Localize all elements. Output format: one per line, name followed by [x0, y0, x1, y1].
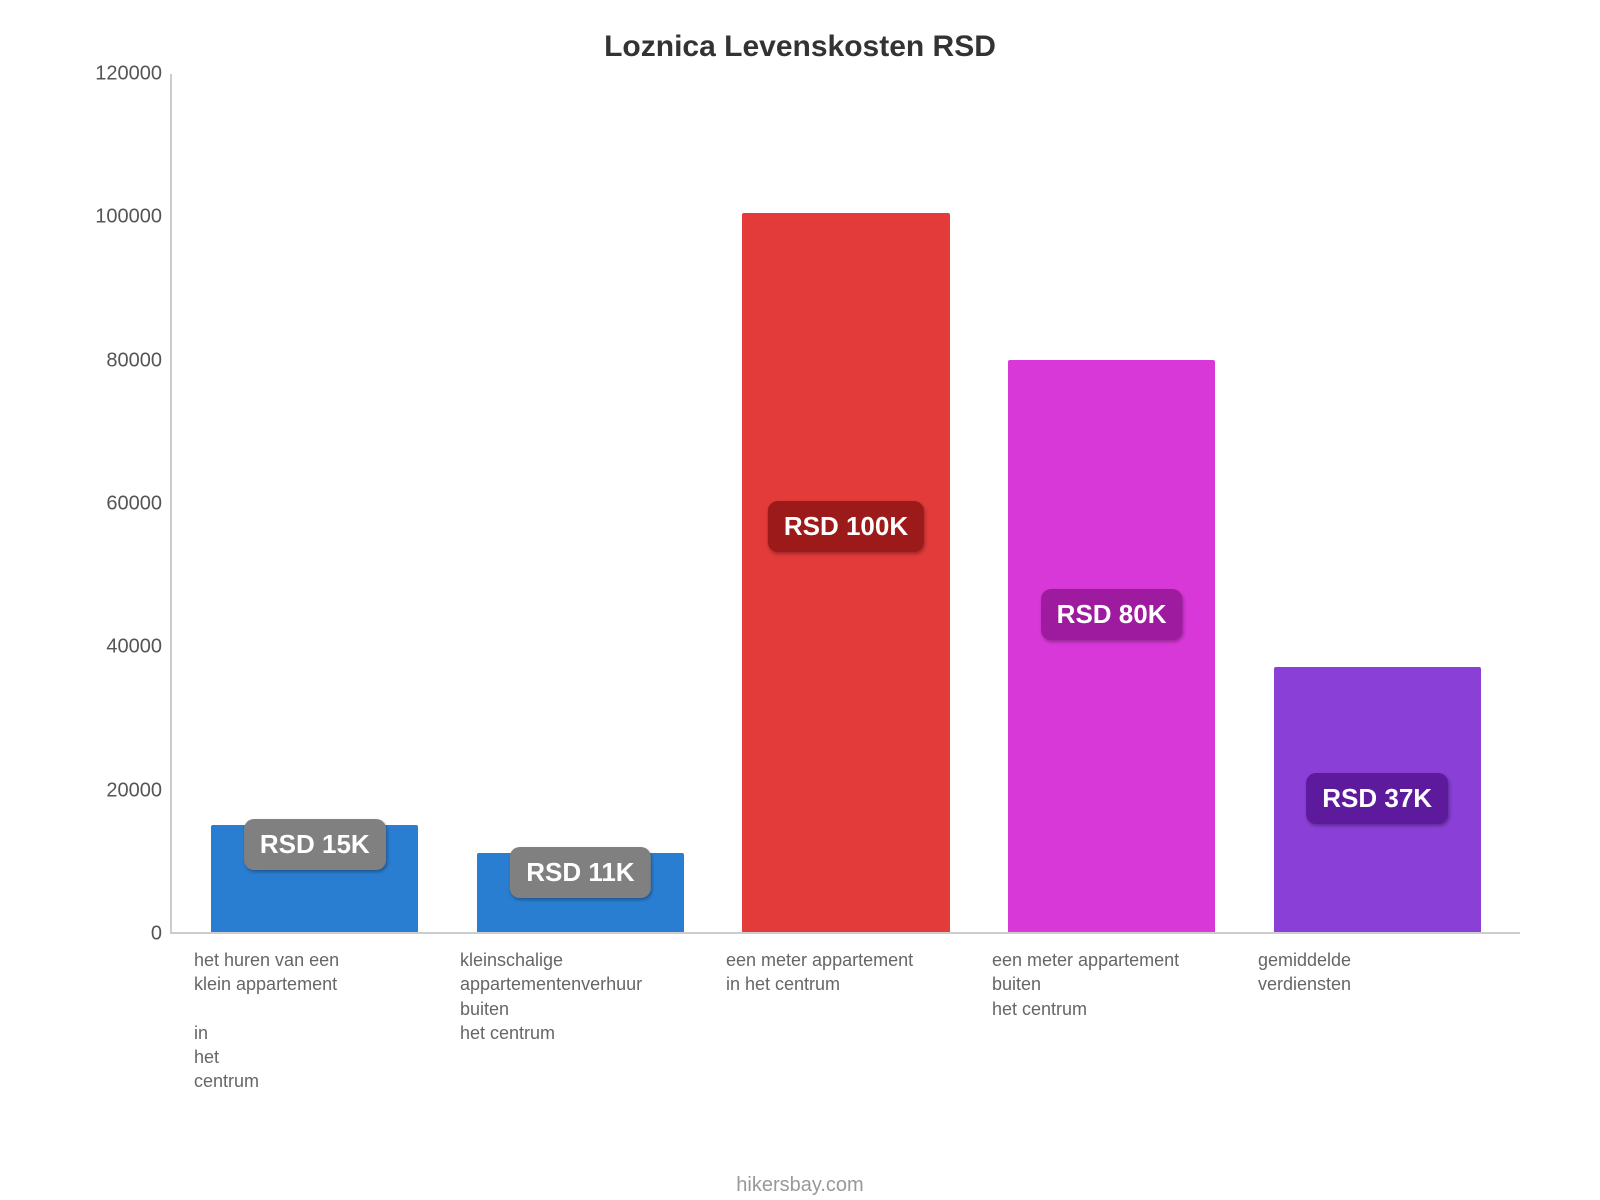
y-tick: 20000 — [106, 779, 162, 802]
bar-value-label: RSD 100K — [768, 501, 924, 552]
chart-container: Loznica Levenskosten RSD 0 20000 40000 6000… — [0, 0, 1600, 1200]
bar-slot: RSD 11K — [448, 74, 714, 932]
x-axis-label: een meter appartementin het centrum — [712, 948, 978, 1094]
bar: RSD 80K — [1008, 360, 1215, 932]
bar: RSD 15K — [211, 825, 418, 932]
bar: RSD 37K — [1274, 667, 1481, 932]
bar-slot: RSD 100K — [713, 74, 979, 932]
bars-group: RSD 15K RSD 11K RSD 100K RSD 80K RSD 37K — [172, 74, 1520, 932]
bar-value-label: RSD 11K — [510, 847, 650, 898]
plot-inner: RSD 15K RSD 11K RSD 100K RSD 80K RSD 37K — [170, 74, 1520, 934]
y-axis: 020000400006000080000100000120000 — [60, 74, 170, 934]
y-tick: 40000 — [106, 636, 162, 659]
x-axis-label: een meter appartementbuitenhet centrum — [978, 948, 1244, 1094]
x-axis-label: kleinschaligeappartementenverhuurbuitenh… — [446, 948, 712, 1094]
y-tick: 100000 — [95, 206, 162, 229]
bar: RSD 100K — [742, 213, 949, 932]
bar-value-label: RSD 80K — [1041, 589, 1183, 640]
x-axis-labels: het huren van eenklein appartement inhet… — [170, 934, 1520, 1094]
x-axis-label: gemiddeldeverdiensten — [1244, 948, 1510, 1094]
chart-title: Loznica Levenskosten RSD — [60, 30, 1540, 64]
plot-area: 020000400006000080000100000120000 RSD 15… — [60, 74, 1540, 934]
y-tick: 80000 — [106, 349, 162, 372]
y-tick: 0 — [151, 923, 162, 946]
chart-footer: hikersbay.com — [60, 1174, 1540, 1197]
bar-value-label: RSD 37K — [1306, 773, 1448, 824]
bar-slot: RSD 80K — [979, 74, 1245, 932]
y-tick: 60000 — [106, 493, 162, 516]
y-tick: 120000 — [95, 63, 162, 86]
bar-slot: RSD 37K — [1244, 74, 1510, 932]
bar-slot: RSD 15K — [182, 74, 448, 932]
x-axis-label: het huren van eenklein appartement inhet… — [180, 948, 446, 1094]
bar: RSD 11K — [477, 853, 684, 932]
bar-value-label: RSD 15K — [244, 819, 386, 870]
